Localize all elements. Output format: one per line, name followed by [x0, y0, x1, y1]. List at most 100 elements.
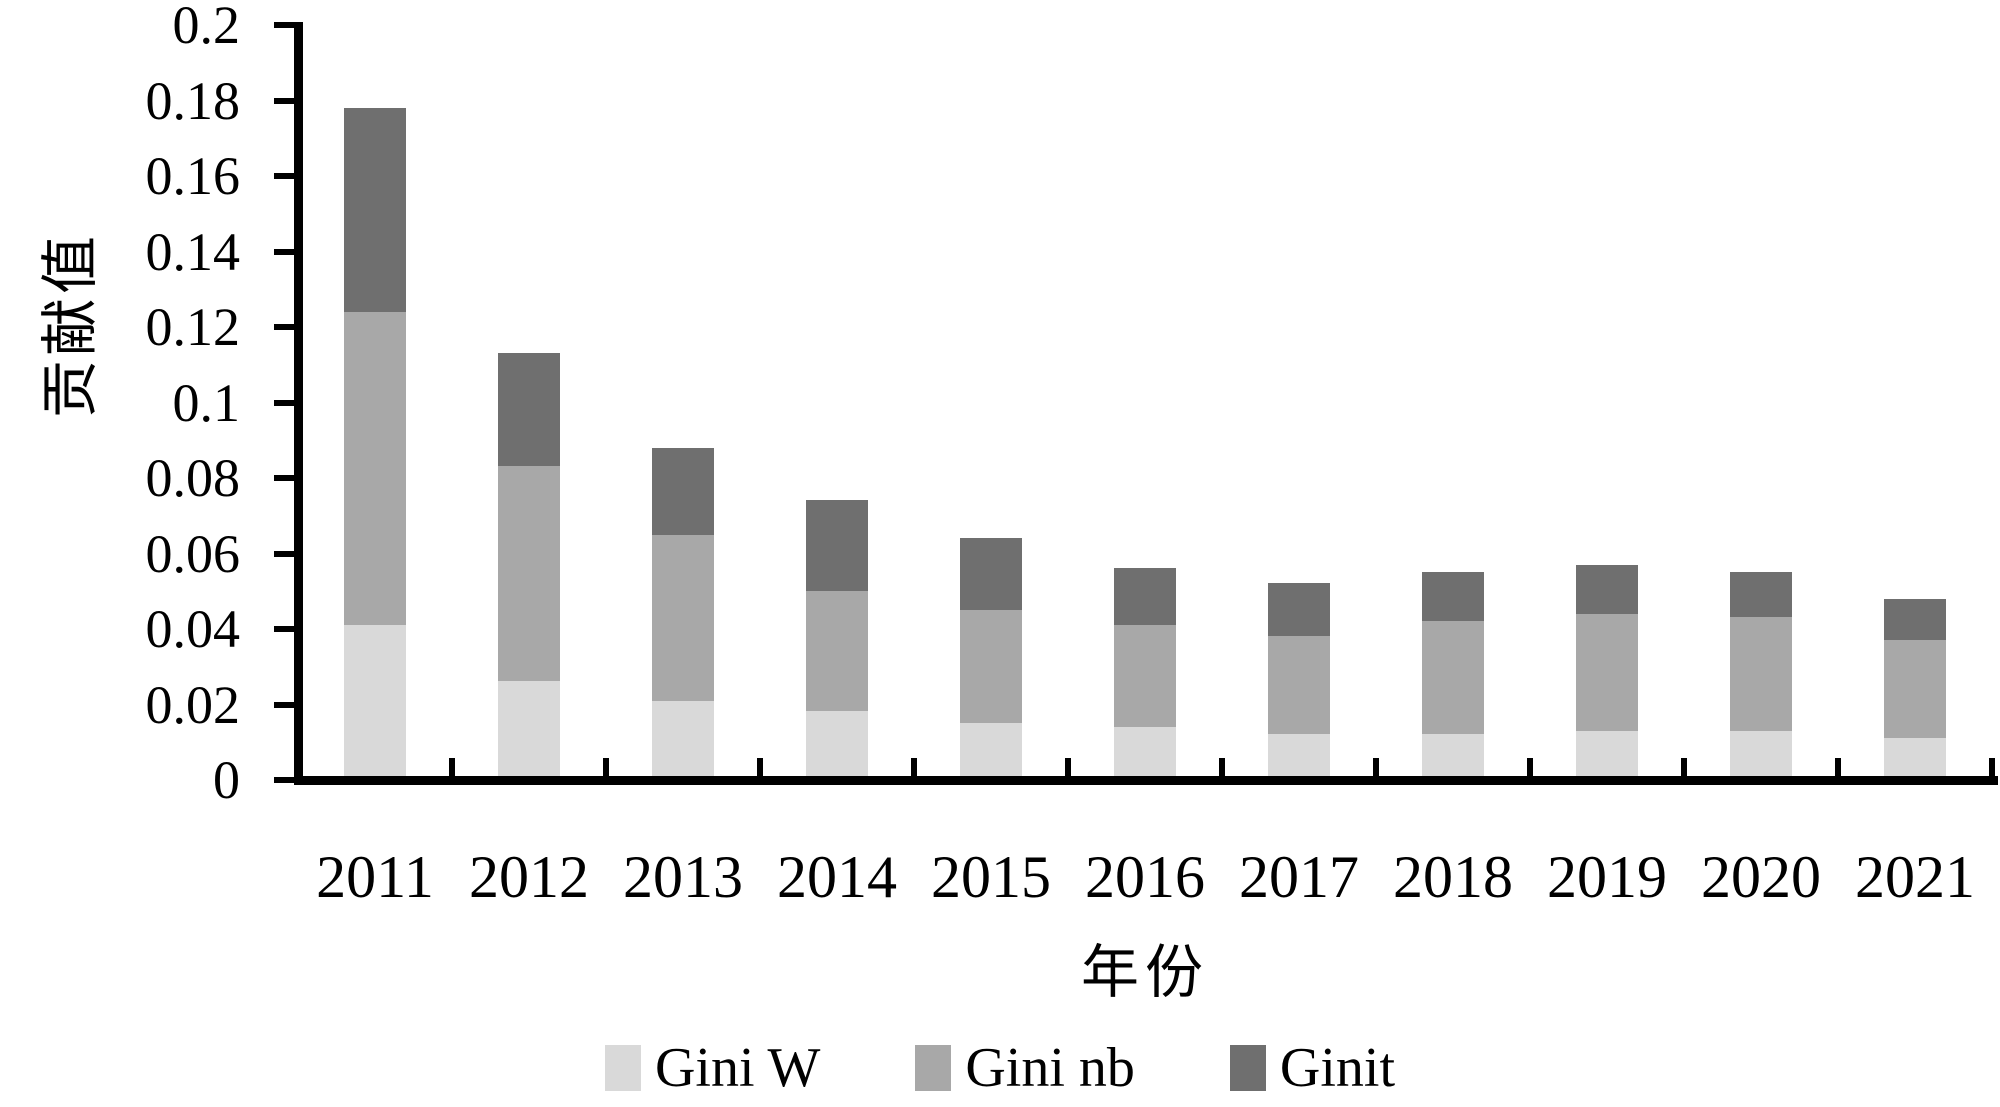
bar-2020: [1730, 572, 1792, 776]
bar-segment-gini-w: [1422, 734, 1484, 776]
legend-label: Gini nb: [965, 1037, 1135, 1099]
x-axis-tick-label: 2017: [1239, 844, 1359, 910]
bar-segment-ginit: [1576, 565, 1638, 614]
y-axis-tick: [274, 399, 297, 406]
x-axis-tick: [1989, 758, 1995, 776]
bar-segment-gini-w: [1114, 726, 1176, 776]
legend-item-gini-nb: Gini nb: [915, 1040, 1135, 1096]
bar-segment-gini-nb: [1422, 621, 1484, 735]
bar-segment-gini-w: [960, 722, 1022, 776]
x-axis-tick: [1527, 758, 1533, 776]
bar-segment-ginit: [498, 353, 560, 467]
y-axis-tick: [274, 626, 297, 632]
bar-segment-gini-w: [652, 700, 714, 776]
x-axis-title: 年份: [1080, 940, 1209, 1005]
bar-2016: [1114, 568, 1176, 776]
x-axis-tick: [449, 758, 455, 776]
bar-segment-gini-nb: [1884, 640, 1946, 739]
bar-segment-ginit: [1114, 568, 1176, 625]
x-axis-tick-label: 2013: [623, 844, 743, 910]
x-axis-tick: [757, 758, 763, 776]
x-axis-tick-label: 2015: [931, 844, 1051, 910]
x-axis-tick-label: 2016: [1085, 844, 1205, 910]
bar-2015: [960, 538, 1022, 776]
x-axis-tick: [1065, 758, 1071, 776]
bar-2017: [1268, 583, 1330, 776]
y-axis-tick-label: 0.1: [172, 372, 241, 433]
y-axis-line: [294, 22, 303, 785]
y-axis-tick: [274, 97, 297, 104]
y-axis-tick: [274, 777, 297, 783]
y-axis-tick-label: 0.16: [145, 146, 241, 206]
legend-item-ginit: Ginit: [1229, 1037, 1396, 1099]
bar-segment-ginit: [1730, 572, 1792, 618]
bar-segment-gini-nb: [960, 609, 1022, 723]
x-axis-tick: [911, 758, 917, 776]
y-axis-tick-label: 0: [213, 750, 240, 810]
bar-2021: [1884, 599, 1946, 776]
bar-segment-ginit: [960, 538, 1022, 610]
bar-segment-gini-w: [498, 681, 560, 776]
y-axis-tick-label: 0.08: [145, 448, 241, 508]
y-axis-tick-label: 0.02: [145, 674, 241, 735]
legend-label: Ginit: [1279, 1037, 1396, 1099]
legend-label: Gini W: [654, 1037, 821, 1099]
legend-item-gini-w: Gini W: [604, 1037, 821, 1099]
y-axis-tick-label: 0.18: [145, 70, 241, 131]
x-axis-tick-label: 2014: [777, 844, 897, 910]
x-axis-tick-label: 2012: [469, 844, 589, 910]
y-axis-tick-label: 0.06: [145, 523, 241, 584]
bar-segment-ginit: [344, 108, 406, 312]
bar-segment-gini-nb: [1730, 617, 1792, 731]
bar-segment-gini-w: [1268, 733, 1330, 776]
bar-segment-gini-w: [1884, 738, 1946, 776]
y-axis-tick: [274, 550, 297, 557]
bar-segment-ginit: [1884, 599, 1946, 641]
bar-segment-gini-nb: [806, 590, 868, 712]
x-axis-line: [294, 776, 1998, 785]
bar-2014: [806, 500, 868, 776]
bar-2012: [498, 353, 560, 776]
bar-segment-gini-nb: [1114, 624, 1176, 727]
bar-segment-gini-nb: [1576, 613, 1638, 731]
bar-segment-gini-w: [1730, 730, 1792, 776]
bar-segment-ginit: [652, 448, 714, 535]
y-axis-tick-label: 0.2: [172, 0, 241, 55]
y-axis-tick: [274, 701, 297, 708]
y-axis-tick: [274, 248, 297, 255]
chart-legend: Gini W Gini nb Ginit: [0, 1040, 2000, 1096]
y-axis-tick: [274, 324, 297, 330]
legend-swatch: [915, 1045, 952, 1091]
x-axis-tick-label: 2019: [1547, 844, 1667, 910]
bar-segment-gini-w: [806, 711, 868, 776]
bar-segment-gini-nb: [498, 466, 560, 682]
legend-swatch: [1229, 1045, 1266, 1091]
y-axis-tick-label: 0.12: [145, 297, 241, 357]
bar-segment-gini-w: [1576, 730, 1638, 776]
bar-2018: [1422, 572, 1484, 776]
y-axis-tick-label: 0.14: [145, 221, 241, 282]
y-axis-tick: [274, 22, 297, 28]
bar-2013: [652, 448, 714, 776]
bar-2011: [344, 108, 406, 776]
x-axis-tick: [603, 758, 609, 776]
bar-segment-gini-nb: [1268, 635, 1330, 734]
bar-segment-ginit: [806, 500, 868, 591]
bar-2019: [1576, 565, 1638, 776]
y-axis-tick-label: 0.04: [145, 599, 241, 659]
x-axis-tick-label: 2021: [1855, 844, 1975, 910]
x-axis-tick-label: 2011: [316, 844, 434, 910]
x-axis-tick: [1835, 758, 1841, 776]
bar-segment-gini-nb: [652, 534, 714, 701]
bar-segment-ginit: [1268, 583, 1330, 636]
x-axis-tick-label: 2020: [1701, 844, 1821, 910]
bar-segment-gini-nb: [344, 311, 406, 626]
x-axis-tick: [1219, 758, 1225, 776]
bar-segment-ginit: [1422, 572, 1484, 622]
x-axis-tick-label: 2018: [1393, 844, 1513, 910]
x-axis-tick: [1681, 758, 1687, 776]
bar-segment-gini-w: [344, 625, 406, 776]
y-axis-tick: [274, 173, 297, 179]
x-axis-tick: [1373, 758, 1379, 776]
